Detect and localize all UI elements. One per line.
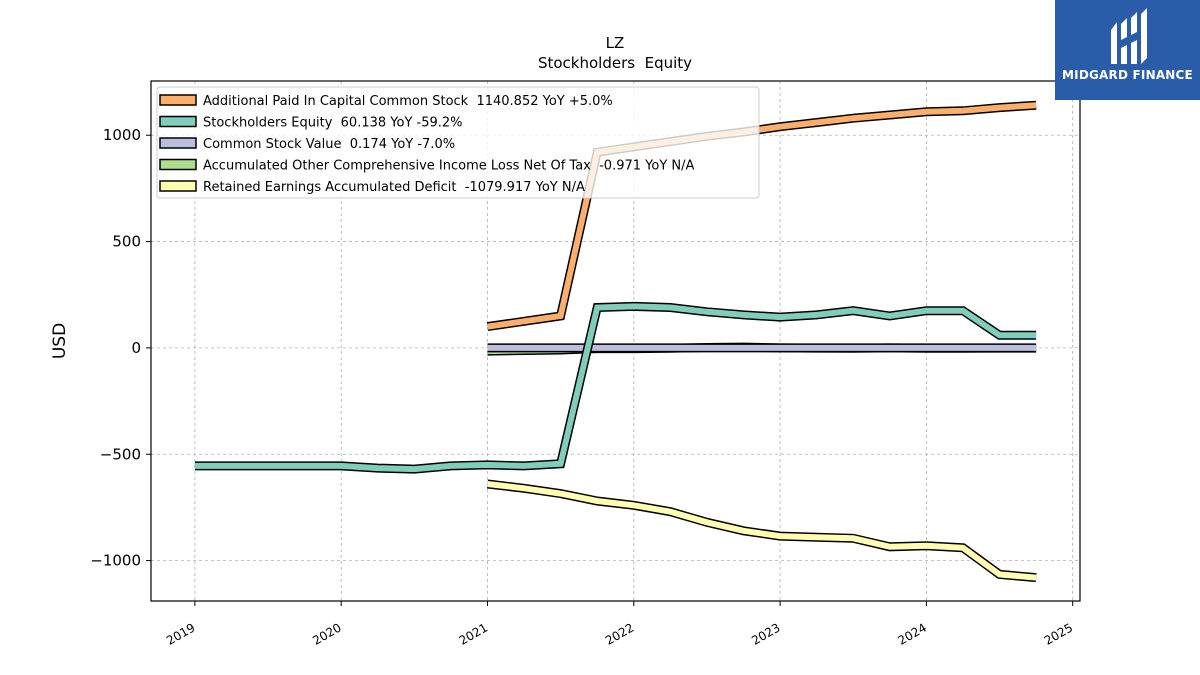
legend-label: Additional Paid In Capital Common Stock …	[203, 94, 613, 109]
x-tick-label: 2019	[164, 620, 197, 647]
y-axis-label: USD	[50, 323, 70, 359]
y-tick-label: −500	[100, 445, 141, 463]
legend-swatch	[159, 115, 197, 128]
legend-swatch	[159, 137, 197, 149]
plot-frame	[150, 80, 1081, 602]
legend-box	[156, 86, 760, 199]
legend-label: Common Stock Value 0.174 YoY -7.0%	[203, 137, 455, 152]
series-layer	[194, 100, 1037, 583]
x-tick-label: 2023	[749, 620, 782, 647]
chart-title: LZ	[606, 34, 625, 52]
chart-subtitle: Stockholders Equity	[538, 54, 692, 72]
y-tick-label: 1000	[103, 126, 141, 144]
x-tick-label: 2024	[896, 620, 929, 647]
series-outline	[194, 301, 1037, 474]
legend-label: Accumulated Other Comprehensive Income L…	[203, 159, 694, 174]
y-tick-label: 0	[131, 339, 141, 357]
legend: Additional Paid In Capital Common Stock …	[156, 86, 760, 199]
legend-label: Retained Earnings Accumulated Deficit -1…	[203, 180, 585, 195]
logo-mark-icon	[1111, 8, 1147, 64]
series-line	[194, 303, 1037, 473]
x-tick-label: 2022	[603, 620, 636, 647]
series-retained-earnings-accumulated-deficit	[486, 479, 1037, 583]
series-stockholders-equity	[194, 301, 1037, 474]
legend-label: Stockholders Equity 60.138 YoY -59.2%	[203, 116, 463, 131]
legend-swatch	[159, 158, 197, 171]
y-tick-label: 500	[112, 233, 141, 251]
midgard-finance-logo: MIDGARD FINANCE	[1055, 0, 1200, 100]
x-tick-label: 2020	[310, 620, 343, 647]
x-tick-label: 2025	[1042, 620, 1075, 647]
logo-text: MIDGARD FINANCE	[1062, 68, 1193, 82]
y-tick-label: −1000	[90, 552, 141, 570]
legend-swatch	[159, 180, 197, 192]
series-line	[487, 481, 1037, 581]
x-tick-label: 2021	[457, 620, 490, 647]
legend-swatch	[159, 94, 197, 106]
